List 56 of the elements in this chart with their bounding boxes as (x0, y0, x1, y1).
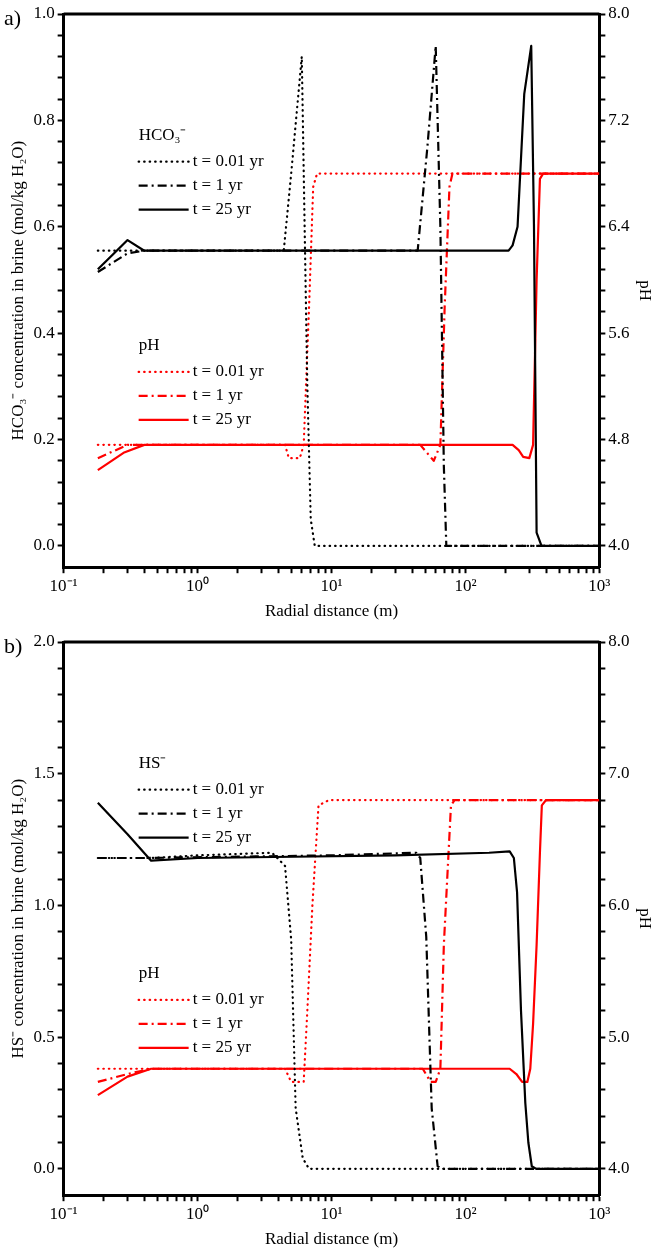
y-tick-label: 0.4 (33, 322, 56, 342)
y2-tick-label: 7.2 (608, 109, 630, 129)
legend-label: t = 1 yr (192, 1013, 243, 1033)
legend-label: t = 25 yr (192, 409, 252, 429)
y-tick-label: 0.2 (33, 429, 55, 449)
x-tick-label: 10³ (588, 575, 611, 595)
y2-tick-label: 8.0 (608, 3, 630, 23)
x-tick-label: 10⁻¹ (49, 1203, 78, 1223)
y2-tick-label: 4.0 (608, 1158, 630, 1178)
annotation: HS⁻ (138, 753, 167, 773)
legend-label: t = 1 yr (192, 175, 243, 195)
legend-label: t = 25 yr (192, 1037, 252, 1057)
y-axis-title: HS⁻ concentration in brine (mol/kg H₂O) (7, 778, 27, 1059)
y2-axis-title: pH (636, 908, 656, 929)
y2-tick-label: 5.0 (608, 1026, 630, 1046)
x-tick-label: 10⁰ (186, 1203, 210, 1223)
legend-label: t = 0.01 yr (192, 151, 264, 171)
y-tick-label: 0.8 (33, 109, 55, 129)
x-tick-label: 10¹ (320, 575, 343, 595)
y2-axis-title: pH (636, 280, 656, 301)
y-tick-label: 0.5 (33, 1026, 55, 1046)
y2-tick-label: 6.4 (608, 216, 631, 236)
x-tick-label: 10³ (588, 1203, 611, 1223)
chart-title: b) (4, 632, 23, 658)
annotation: pH (138, 963, 160, 983)
legend-label: t = 1 yr (192, 385, 243, 405)
y2-tick-label: 7.0 (608, 763, 630, 783)
y-tick-label: 1.5 (33, 763, 55, 783)
x-tick-label: 10² (454, 1203, 477, 1223)
chart-title: a) (4, 4, 22, 30)
x-tick-label: 10⁻¹ (49, 575, 78, 595)
annotation: pH (138, 335, 160, 355)
y-tick-label: 0.0 (33, 535, 55, 555)
x-axis-title: Radial distance (m) (264, 1229, 399, 1249)
y-tick-label: 2.0 (33, 631, 55, 651)
legend-label: t = 25 yr (192, 827, 252, 847)
y2-tick-label: 6.0 (608, 894, 630, 914)
annotation: HCO₃⁻ (138, 125, 187, 145)
x-tick-label: 10² (454, 575, 477, 595)
y-tick-label: 1.0 (33, 894, 55, 914)
y2-tick-label: 4.0 (608, 535, 630, 555)
y-tick-label: 0.6 (33, 216, 55, 236)
legend-label: t = 0.01 yr (192, 989, 264, 1009)
y-axis-title: HCO₃⁻ concentration in brine (mol/kg H₂O) (7, 140, 27, 441)
legend-label: t = 1 yr (192, 803, 243, 823)
y-tick-label: 1.0 (33, 3, 55, 23)
x-axis-title: Radial distance (m) (264, 601, 399, 621)
y2-tick-label: 5.6 (608, 322, 630, 342)
y-tick-label: 0.0 (33, 1158, 55, 1178)
y2-tick-label: 4.8 (608, 429, 630, 449)
x-tick-label: 10⁰ (186, 575, 210, 595)
y2-tick-label: 8.0 (608, 631, 630, 651)
legend-label: t = 0.01 yr (192, 779, 264, 799)
legend-label: t = 0.01 yr (192, 361, 264, 381)
x-tick-label: 10¹ (320, 1203, 343, 1223)
legend-label: t = 25 yr (192, 199, 252, 219)
